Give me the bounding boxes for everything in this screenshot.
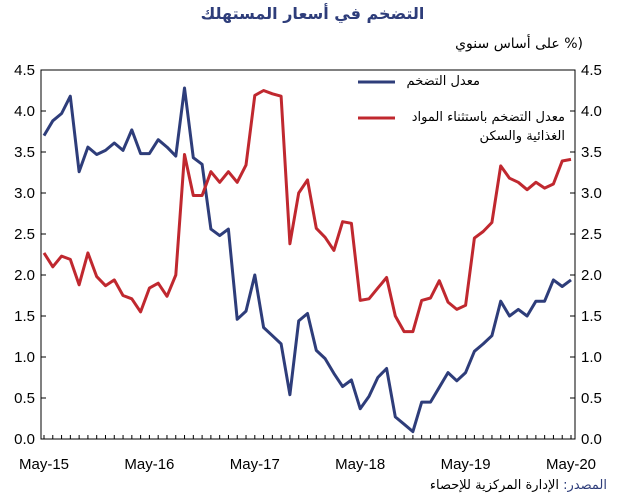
- x-tick-label: May-20: [546, 456, 596, 473]
- y-tick-label-right: 2.5: [581, 226, 602, 243]
- source-text: الإدارة المركزية للإحصاء: [429, 478, 560, 493]
- legend-label-core: معدل التضخم باستثناء المواد الغذائية وال…: [411, 110, 565, 144]
- y-tick-label-left: 0.0: [14, 431, 35, 448]
- y-axis-left: 0.0 0.5 1.0 1.5 2.0 2.5 3.0 3.5 4.0 4.5: [14, 62, 46, 448]
- y-tick-label-right: 1.0: [581, 349, 602, 366]
- x-tick-label: May-18: [335, 456, 385, 473]
- chart-title: التضخم في أسعار المستهلك: [200, 4, 425, 23]
- series-lines: [42, 86, 572, 434]
- y-tick-label-right: 4.5: [581, 62, 602, 79]
- series-line-core: [42, 89, 572, 334]
- y-tick-label-left: 4.5: [14, 62, 35, 79]
- source-label: المصدر:: [563, 478, 607, 493]
- x-tick-label: May-17: [230, 456, 280, 473]
- y-tick-label-left: 3.0: [14, 185, 35, 202]
- source-note: المصدر: الإدارة المركزية للإحصاء: [430, 478, 607, 493]
- y-tick-label-right: 2.0: [581, 267, 602, 284]
- y-tick-label-right: 0.5: [581, 390, 602, 407]
- x-tick-label: May-16: [124, 456, 174, 473]
- y-tick-label-left: 2.5: [14, 226, 35, 243]
- y-tick-label-right: 3.5: [581, 144, 602, 161]
- y-tick-label-left: 4.0: [14, 103, 35, 120]
- y-tick-label-left: 3.5: [14, 144, 35, 161]
- y-tick-label-right: 1.5: [581, 308, 602, 325]
- y-tick-label-right: 0.0: [581, 431, 602, 448]
- y-tick-label-left: 1.0: [14, 349, 35, 366]
- y-tick-label-left: 2.0: [14, 267, 35, 284]
- x-tick-label: May-19: [441, 456, 491, 473]
- y-axis-right: 0.0 0.5 1.0 1.5 2.0 2.5 3.0 3.5 4.0 4.5: [570, 62, 602, 448]
- y-tick-label-right: 4.0: [581, 103, 602, 120]
- y-tick-label-left: 0.5: [14, 390, 35, 407]
- legend-label-headline: معدل التضخم: [406, 74, 480, 89]
- unit-label: (% على أساس سنوي: [455, 36, 583, 52]
- y-tick-label-right: 3.0: [581, 185, 602, 202]
- x-axis: May-15 May-16 May-17 May-18 May-19 May-20: [19, 435, 596, 473]
- series-line-headline: [42, 86, 572, 434]
- y-tick-label-left: 1.5: [14, 308, 35, 325]
- x-tick-label: May-15: [19, 456, 69, 473]
